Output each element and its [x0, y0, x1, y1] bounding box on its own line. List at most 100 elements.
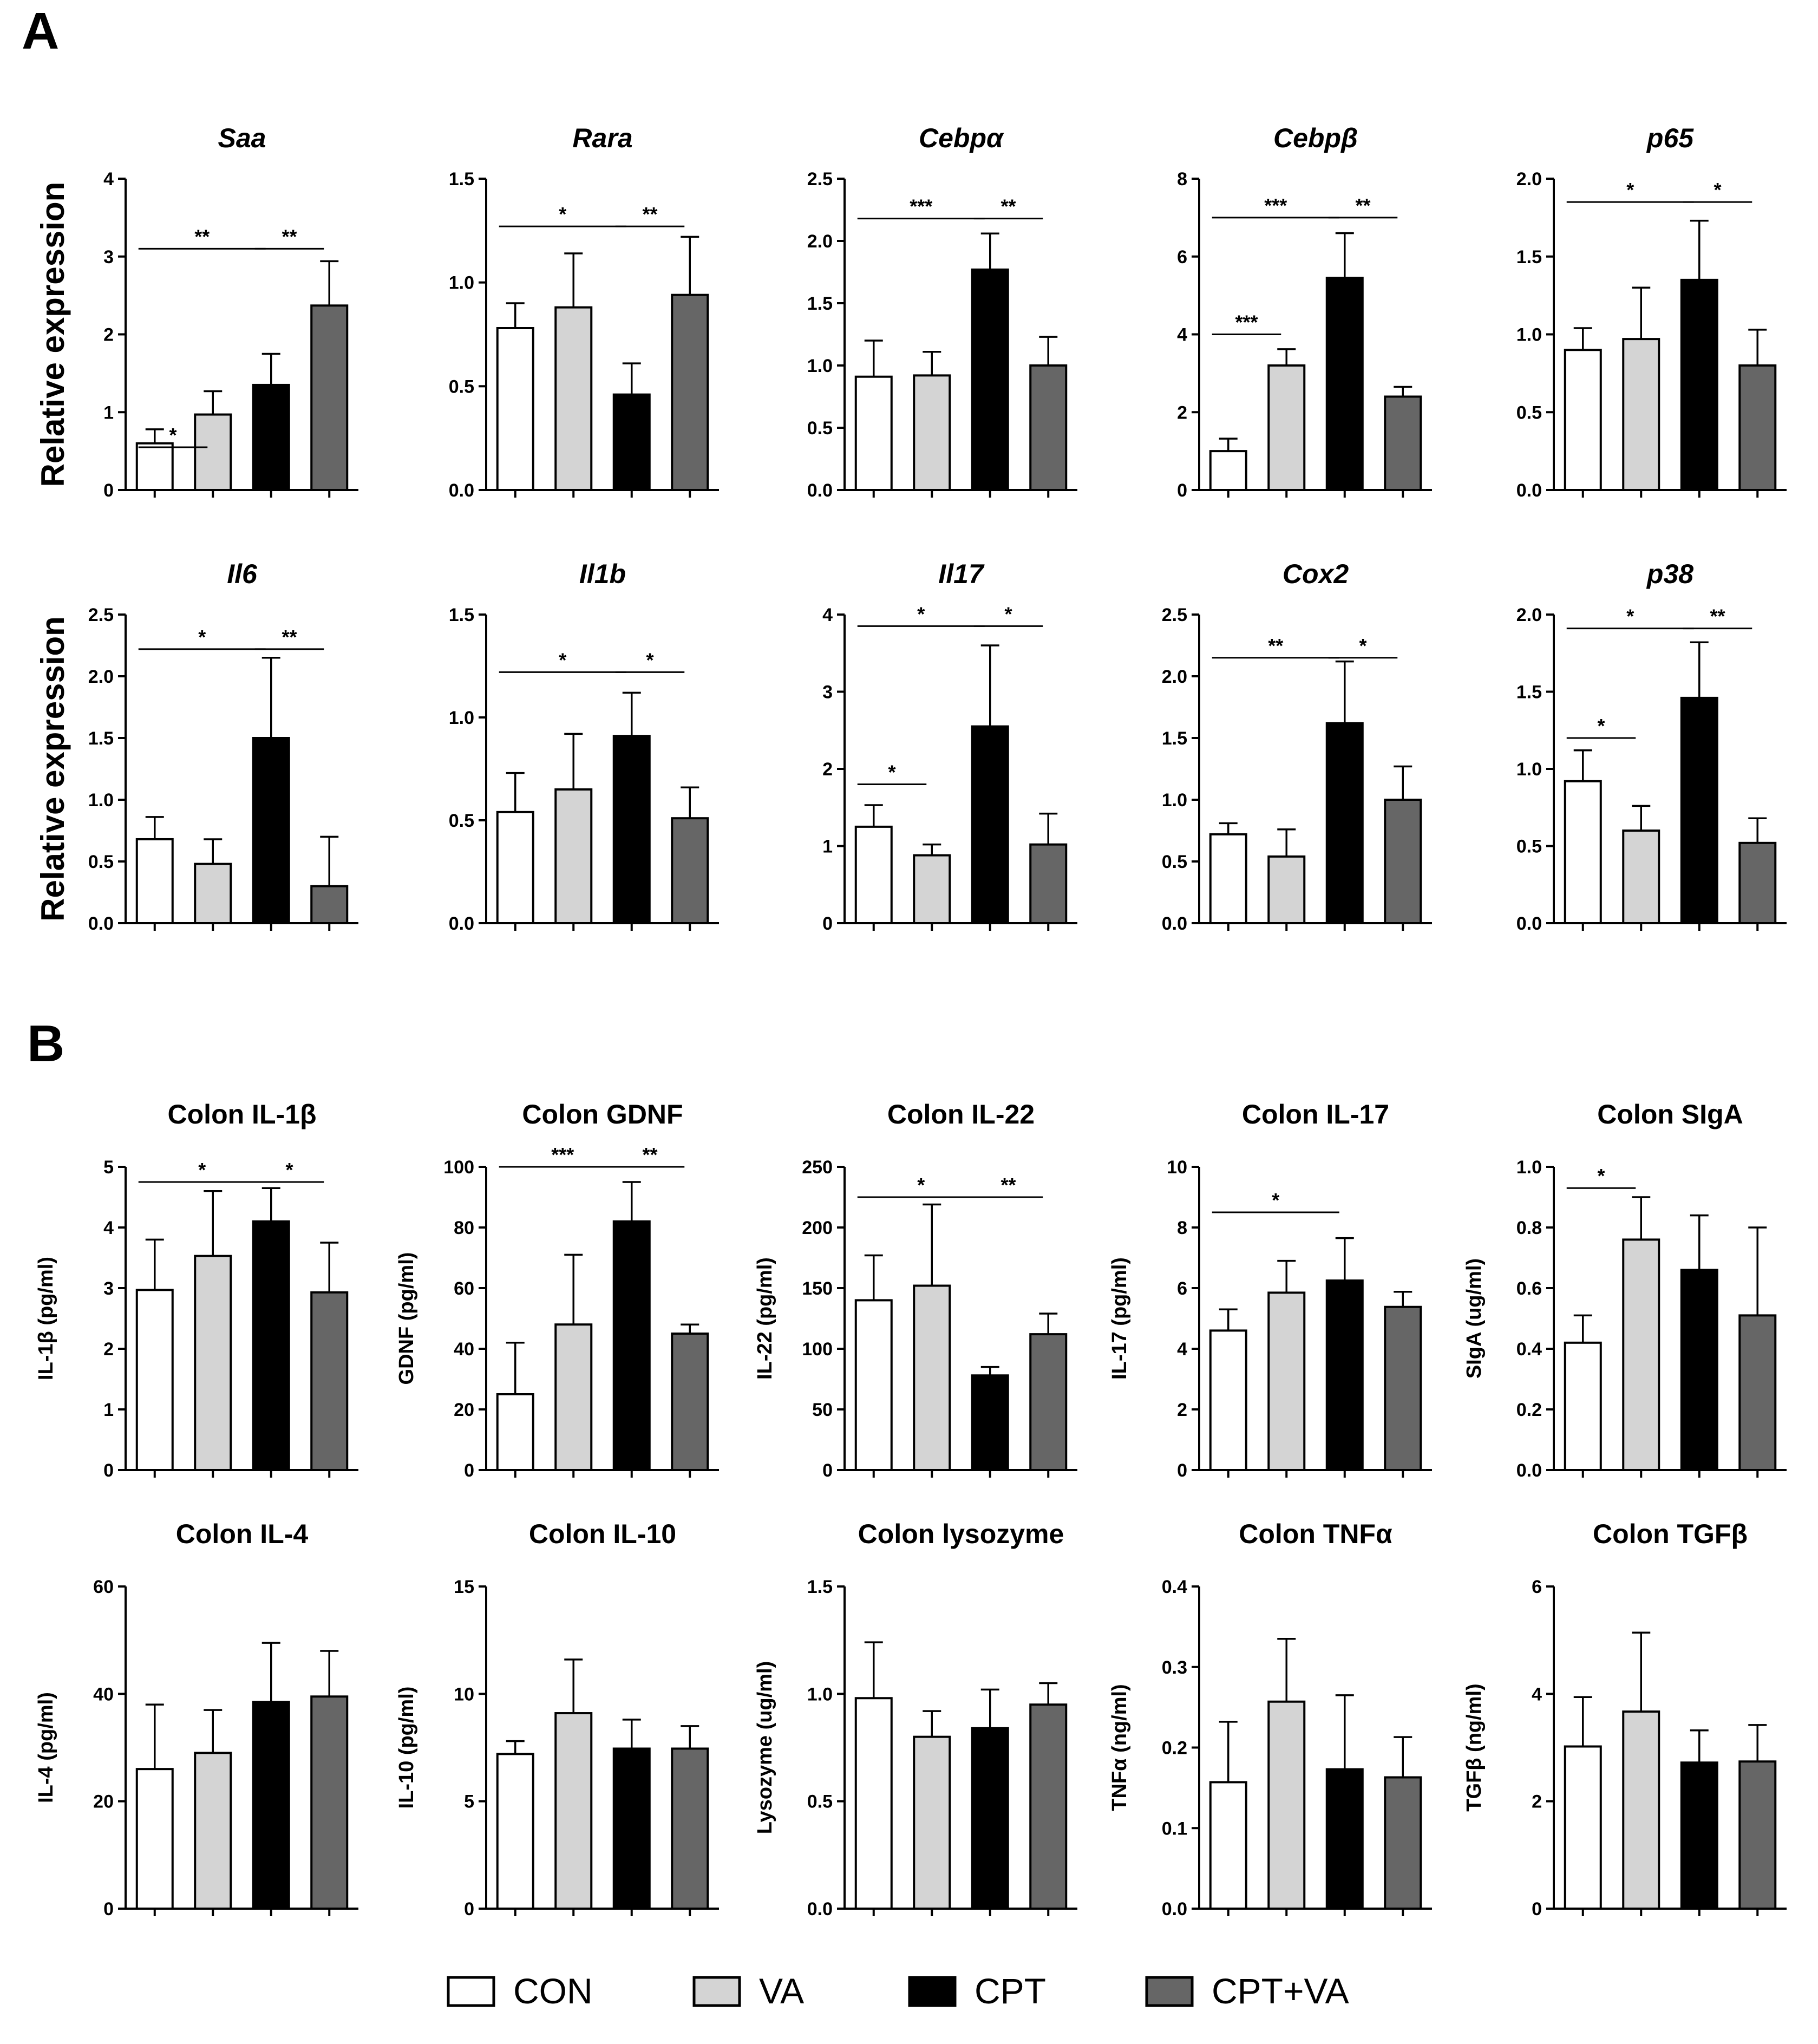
significance-label: **	[282, 626, 297, 648]
y-tick-label: 1.0	[807, 1684, 833, 1705]
y-tick-label: 100	[802, 1339, 833, 1360]
bar-cpt	[971, 1374, 1009, 1472]
y-axis-label: SIgA (ug/ml)	[1463, 1258, 1486, 1379]
y-tick-label: 0.5	[449, 376, 474, 397]
bar-cpt	[252, 737, 290, 924]
bar-va	[194, 413, 232, 491]
chart-colon-il-10: Colon IL-10 0 5 10 15 IL-10 (pg/ml)	[395, 1519, 719, 1919]
chart-colon-il-4: Colon IL-4 0 20 40 60 IL-4 (pg/ml)	[35, 1519, 358, 1919]
y-tick-label: 2.0	[88, 667, 114, 687]
bar-va	[1267, 1291, 1306, 1471]
chart-title: Colon IL-1β	[168, 1099, 317, 1129]
bar-con	[496, 1753, 534, 1910]
y-tick-label: 0.5	[449, 811, 474, 831]
chart-colon-tnf-: Colon TNFα 0.0 0.1 0.2 0.3 0.4 TNFα (ng/ml)	[1108, 1519, 1432, 1919]
y-tick-label: 4	[103, 1218, 114, 1238]
significance-label: ***	[910, 195, 932, 218]
y-tick-label: 3	[103, 1278, 114, 1299]
chart-title: Cebpβ	[1273, 123, 1358, 153]
y-tick-label: 0.0	[1516, 480, 1542, 501]
significance-label: *	[888, 761, 895, 783]
bar-cpt-va	[1384, 1305, 1422, 1471]
chart-title: Colon IL-4	[176, 1519, 309, 1549]
bar-cpt-va	[1384, 799, 1422, 924]
bar-con	[1209, 450, 1247, 491]
significance-label: *	[1626, 605, 1634, 628]
y-tick-label: 5	[103, 1157, 114, 1178]
bar-cpt	[252, 1701, 290, 1910]
y-tick-label: 1.0	[1516, 759, 1542, 780]
y-tick-label: 1.5	[807, 1577, 833, 1597]
legend-label: CON	[513, 1971, 593, 2011]
chart-title: Rara	[572, 123, 632, 153]
y-tick-label: 4	[1177, 325, 1187, 345]
y-tick-label: 40	[93, 1684, 114, 1705]
y-tick-label: 4	[1532, 1684, 1542, 1705]
bar-con	[1209, 1781, 1247, 1910]
y-tick-label: 1.5	[449, 605, 474, 625]
y-tick-label: 0.8	[1516, 1218, 1542, 1238]
bar-cpt-va	[1738, 1314, 1777, 1471]
y-tick-label: 4	[822, 605, 833, 625]
y-tick-label: 0.0	[449, 913, 474, 934]
bar-cpt-va	[1384, 395, 1422, 491]
y-tick-label: 20	[454, 1400, 474, 1420]
y-tick-label: 150	[802, 1278, 833, 1299]
bar-cpt	[612, 735, 651, 924]
bar-cpt	[612, 393, 651, 492]
y-axis-label: IL-10 (pg/ml)	[395, 1687, 418, 1809]
y-axis-label: IL-22 (pg/ml)	[754, 1257, 776, 1380]
bar-cpt	[612, 1220, 651, 1472]
bar-va	[554, 1323, 593, 1471]
bar-cpt	[612, 1747, 651, 1910]
y-tick-label: 2.0	[1516, 605, 1542, 625]
y-axis-label: TNFα (ng/ml)	[1108, 1684, 1131, 1811]
y-tick-label: 1.0	[1516, 1157, 1542, 1178]
y-tick-label: 0	[1177, 480, 1187, 501]
y-tick-label: 5	[464, 1792, 474, 1812]
y-tick-label: 1.5	[449, 169, 474, 190]
chart-colon-siga: Colon SIgA 0.0 0.2 0.4 0.6 0.8 1.0 SIgA (ug/ml)…	[1463, 1099, 1787, 1481]
y-axis-label: IL-1β (pg/ml)	[35, 1257, 57, 1380]
y-tick-label: 20	[93, 1792, 114, 1812]
bar-va	[913, 1735, 951, 1910]
y-tick-label: 0.6	[1516, 1278, 1542, 1299]
y-tick-label: 0.5	[807, 418, 833, 439]
y-tick-label: 0	[1177, 1460, 1187, 1481]
y-tick-label: 0	[464, 1899, 474, 1919]
y-tick-label: 80	[454, 1218, 474, 1238]
bar-va	[1622, 830, 1660, 924]
y-tick-label: 8	[1177, 169, 1187, 190]
y-tick-label: 2	[103, 325, 114, 345]
y-tick-label: 1.5	[1516, 247, 1542, 267]
significance-label: *	[1626, 179, 1634, 201]
bar-cpt-va	[1738, 841, 1777, 925]
legend: CON VA CPT CPT+VA	[447, 1971, 1349, 2011]
y-tick-label: 0.2	[1516, 1400, 1542, 1420]
y-tick-label: 6	[1177, 247, 1187, 267]
significance-label: **	[1710, 605, 1725, 628]
y-tick-label: 1.0	[1516, 325, 1542, 345]
bar-con	[496, 327, 534, 491]
chart-title: Colon IL-17	[1242, 1099, 1389, 1129]
bar-va	[1622, 1710, 1660, 1910]
y-tick-label: 1	[103, 402, 114, 423]
y-tick-label: 1.5	[807, 293, 833, 314]
significance-label: **	[1000, 1174, 1016, 1196]
y-tick-label: 0.5	[1516, 402, 1542, 423]
bar-va	[913, 1284, 951, 1472]
significance-label: ***	[551, 1144, 574, 1166]
significance-label: **	[282, 225, 297, 247]
chart-title: Colon TNFα	[1239, 1519, 1392, 1549]
y-tick-label: 0.0	[449, 480, 474, 501]
bar-va	[554, 1712, 593, 1910]
chart-colon-il-1-: Colon IL-1β 0 1 2 3 4 5 IL-1β (pg/ml) * *	[35, 1099, 358, 1481]
bar-cpt-va	[1029, 1703, 1068, 1910]
chart-il1b: Il1b 0.0 0.5 1.0 1.5 * *	[449, 559, 719, 934]
y-tick-label: 6	[1532, 1577, 1542, 1597]
chart-title: Il6	[227, 559, 258, 589]
legend-swatch-va	[692, 1976, 741, 2007]
bar-cpt-va	[671, 293, 709, 492]
